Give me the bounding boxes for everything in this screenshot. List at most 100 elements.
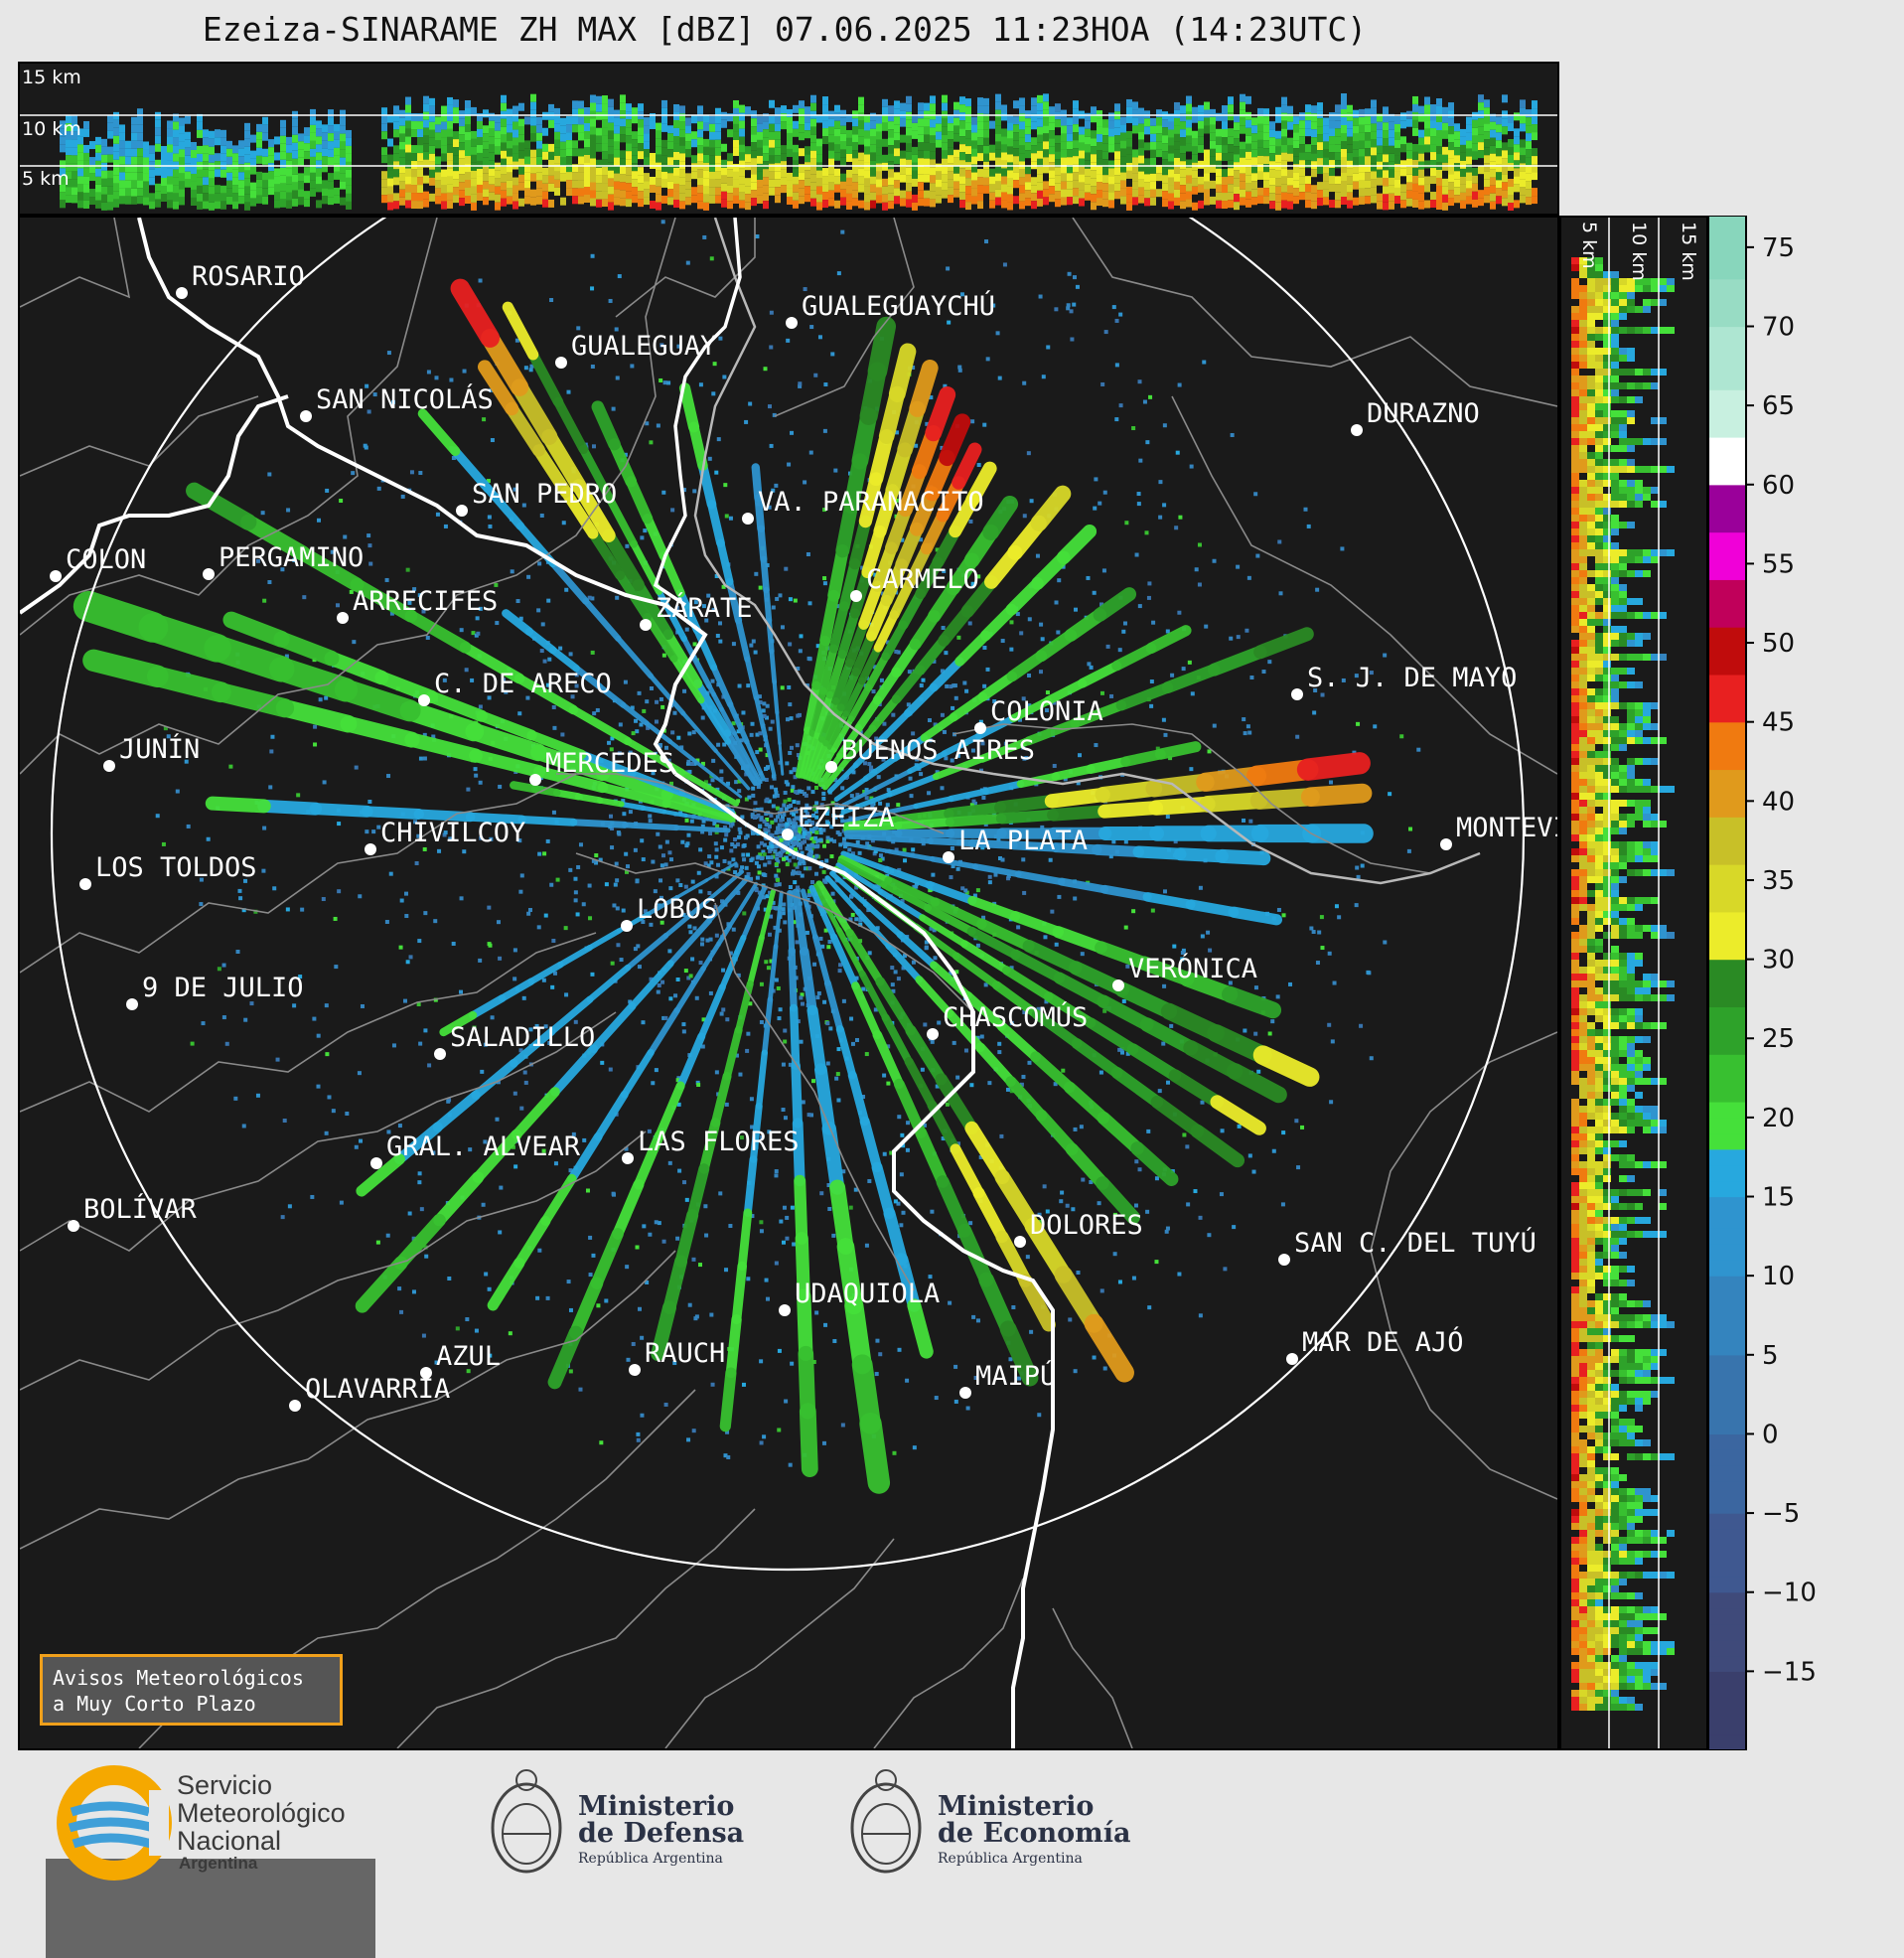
city-label: GUALEGUAY	[571, 331, 716, 362]
city-dot	[337, 612, 349, 624]
city-label: MONTEVIDEO	[1456, 813, 1557, 843]
warning-line-1: Avisos Meteorológicos	[53, 1665, 330, 1691]
city-label: VERÓNICA	[1128, 953, 1257, 984]
city-dot	[300, 410, 312, 422]
colorbar-tick-label: 30	[1762, 946, 1795, 976]
city-dot	[779, 1304, 791, 1316]
city-dot	[621, 920, 633, 932]
city-label: CARMELO	[866, 564, 979, 595]
city-marker: LOS TOLDOS	[79, 852, 257, 890]
colorbar-tick-label: 55	[1762, 549, 1795, 579]
defensa-shield-icon	[493, 1770, 560, 1872]
city-dot	[50, 570, 62, 582]
top-height-label-10: 10 km	[22, 118, 81, 140]
colorbar-tick-label: 15	[1762, 1183, 1795, 1213]
colorbar-tick-label: −15	[1762, 1657, 1817, 1687]
colorbar-tick-label: 25	[1762, 1024, 1795, 1054]
city-label: UDAQUIOLA	[795, 1279, 940, 1309]
city-label: S. J. DE MAYO	[1307, 663, 1517, 693]
city-label: SAN NICOLÁS	[316, 383, 494, 415]
city-dot	[825, 761, 837, 773]
city-dot	[126, 998, 138, 1010]
city-label: SALADILLO	[450, 1022, 595, 1053]
top-height-label-15: 15 km	[22, 67, 81, 88]
side-height-label-15: 15 km	[1678, 222, 1699, 281]
defensa-line-1: Ministerio	[578, 1793, 744, 1820]
city-dot	[640, 619, 652, 631]
city-dot	[555, 357, 567, 369]
city-label: SAN PEDRO	[472, 479, 617, 510]
city-label: AZUL	[436, 1341, 501, 1372]
warning-link-box[interactable]: Avisos Meteorológicos a Muy Corto Plazo	[40, 1654, 343, 1726]
city-marker: GUALEGUAY	[555, 331, 716, 369]
city-label: PERGAMINO	[219, 542, 364, 573]
city-dot	[927, 1028, 939, 1040]
city-dot	[742, 513, 754, 525]
city-marker: MONTEVIDEO	[1440, 813, 1557, 850]
colorbar-tick-label: 70	[1762, 312, 1795, 342]
city-label: EZEIZA	[798, 803, 895, 833]
city-dot	[1291, 688, 1303, 700]
city-marker: LA PLATA	[943, 826, 1088, 863]
economia-line-2: de Economía	[938, 1820, 1130, 1847]
defensa-line-2: de Defensa	[578, 1820, 744, 1847]
smn-logo-icon	[67, 1775, 169, 1871]
defensa-sub: República Argentina	[578, 1851, 744, 1867]
side-height-profile-panel: 5 km 10 km 15 km	[1559, 216, 1708, 1750]
city-label: MAIPÚ	[975, 1360, 1056, 1392]
smn-line-2: Meteorológico	[177, 1799, 346, 1827]
warning-line-2: a Muy Corto Plazo	[53, 1691, 330, 1717]
city-dot	[850, 590, 862, 602]
city-label: OLAVARRÍA	[305, 1373, 450, 1405]
side-height-profile: 5 km 10 km 15 km	[1561, 218, 1706, 1748]
city-dot	[1278, 1254, 1290, 1266]
colorbar-tick-label: 0	[1762, 1420, 1779, 1449]
city-label: BUENOS AIRES	[841, 735, 1035, 766]
city-dot	[103, 760, 115, 772]
top-height-label-5: 5 km	[22, 168, 70, 190]
smn-line-1: Servicio	[177, 1771, 346, 1799]
city-dot	[68, 1220, 79, 1232]
economia-sub: República Argentina	[938, 1851, 1130, 1867]
city-dot	[629, 1364, 641, 1376]
city-dot	[289, 1400, 301, 1412]
city-marker: MAR DE AJÓ	[1286, 1326, 1464, 1365]
economia-line-1: Ministerio	[938, 1793, 1130, 1820]
city-dot	[1286, 1353, 1298, 1365]
city-marker: SAN NICOLÁS	[300, 383, 494, 422]
city-label: VA. PARANACITO	[758, 487, 984, 518]
colorbar-tick-label: 35	[1762, 866, 1795, 896]
economia-logo-text: Ministerio de Economía República Argenti…	[938, 1793, 1130, 1867]
city-dot	[1014, 1236, 1026, 1248]
city-label: DURAZNO	[1367, 398, 1480, 429]
city-label: MERCEDES	[545, 748, 674, 779]
city-label: LOS TOLDOS	[95, 852, 257, 883]
colorbar-tick-label: 60	[1762, 471, 1795, 501]
radar-title: Ezeiza-SINARAME ZH MAX [dBZ] 07.06.2025 …	[0, 10, 1569, 49]
city-dot	[622, 1152, 634, 1164]
city-marker: CHIVILCOY	[365, 818, 525, 855]
city-label: JUNÍN	[119, 733, 200, 765]
colorbar-tick-label: 75	[1762, 233, 1795, 263]
city-label: C. DE ARECO	[434, 669, 612, 699]
city-label: ZÁRATE	[656, 592, 753, 624]
city-marker: SALADILLO	[434, 1022, 595, 1060]
city-marker: 9 DE JULIO	[126, 973, 304, 1010]
city-dot	[203, 568, 215, 580]
city-label: LA PLATA	[958, 826, 1088, 856]
smn-sub-text: Argentina	[179, 1854, 257, 1874]
top-height-profile: 15 km 10 km 5 km	[20, 64, 1557, 214]
colorbar-tick-label: 50	[1762, 629, 1795, 659]
smn-logo-text: Servicio Meteorológico Nacional	[177, 1771, 346, 1855]
city-dot	[1112, 979, 1124, 991]
city-label: SAN C. DEL TUYÚ	[1294, 1227, 1537, 1259]
city-dot	[418, 694, 430, 706]
city-label: ARRECIFES	[353, 586, 498, 617]
city-dot	[943, 851, 954, 863]
city-label: MAR DE AJÓ	[1302, 1326, 1464, 1358]
colorbar-tick-label: 5	[1762, 1341, 1779, 1371]
smn-line-3: Nacional	[177, 1827, 346, 1855]
city-dot	[974, 722, 986, 734]
